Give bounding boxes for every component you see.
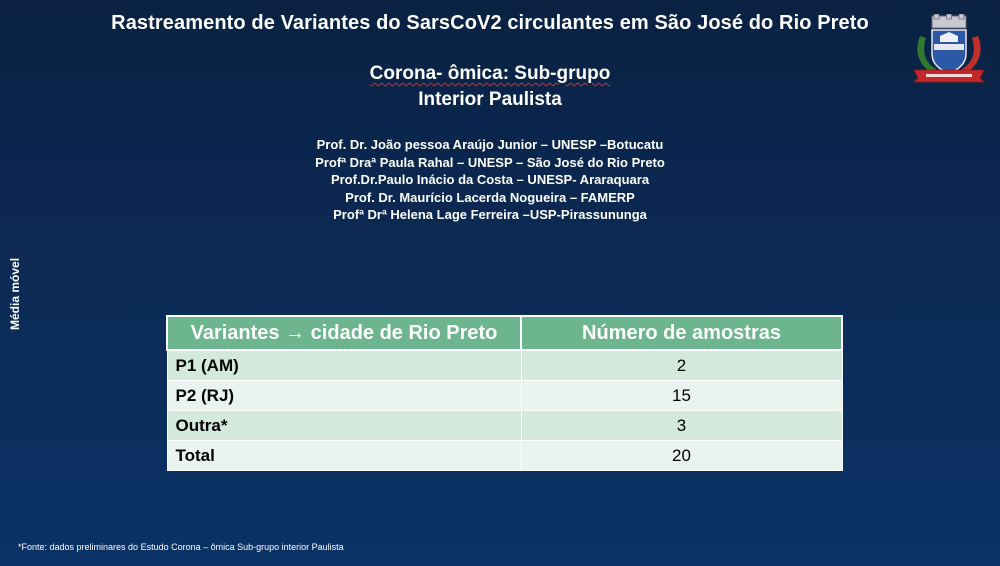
footnote-source: *Fonte: dados preliminares do Estudo Cor… [18, 542, 344, 552]
table-row: P1 (AM) 2 [166, 349, 843, 381]
subtitle-region: Interior Paulista [418, 89, 562, 110]
subtitle-project: Corona- ômica: Sub-grupo [0, 63, 980, 85]
table-row-total: Total 20 [166, 440, 843, 471]
author-line: Prof. Dr. Maurício Lacerda Nogueira – FA… [345, 189, 635, 205]
variant-cell: P2 (RJ) [166, 380, 522, 411]
author-line: Profª Drª Helena Lage Ferreira –USP-Pira… [333, 207, 647, 222]
authors-list: Prof. Dr. João pessoa Araújo Junior – UN… [0, 136, 980, 224]
subtitle-project-text: Corona- ômica: Sub-grupo [369, 63, 611, 84]
table-row: Outra* 3 [166, 410, 843, 441]
variant-cell: Outra* [166, 410, 522, 441]
table-row: P2 (RJ) 15 [166, 380, 843, 411]
variants-table: Variantes → cidade de Rio Preto Número d… [166, 315, 843, 471]
count-cell: 3 [520, 410, 843, 441]
header-sample-count: Número de amostras [520, 315, 843, 351]
side-label: Média móvel [8, 257, 22, 330]
city-coat-of-arms-icon [913, 14, 985, 83]
author-line: Prof.Dr.Paulo Inácio da Costa – UNESP- A… [330, 172, 650, 187]
variant-cell: P1 (AM) [166, 349, 522, 381]
variant-cell: Total [166, 440, 522, 471]
count-cell: 20 [520, 440, 843, 471]
table-header-row: Variantes → cidade de Rio Preto Número d… [166, 315, 843, 351]
author-line: Profª Draª Paula Rahal – UNESP – São Jos… [315, 154, 665, 170]
count-cell: 15 [520, 380, 843, 411]
author-line: Prof. Dr. João pessoa Araújo Junior – UN… [316, 137, 664, 152]
count-cell: 2 [520, 349, 843, 381]
page-title: Rastreamento de Variantes do SarsCoV2 ci… [111, 12, 869, 34]
header-variants: Variantes → cidade de Rio Preto [166, 315, 522, 351]
